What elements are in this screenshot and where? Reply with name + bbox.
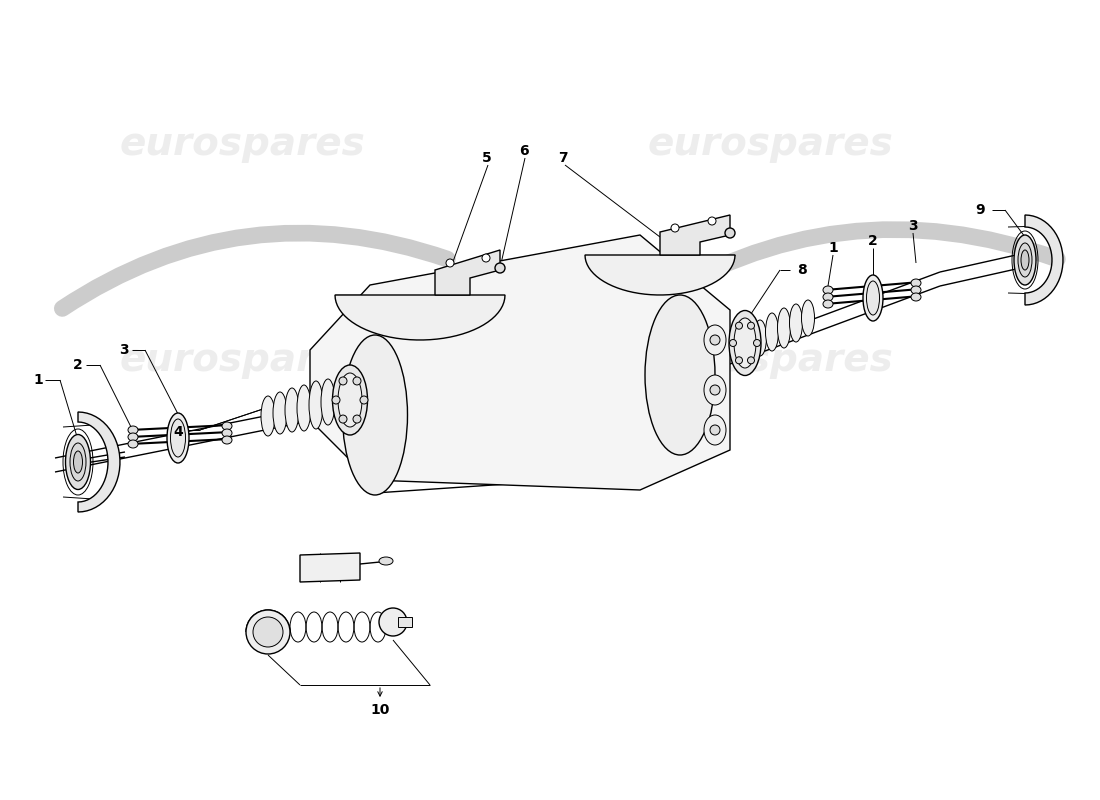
Ellipse shape [1021, 250, 1028, 270]
Ellipse shape [128, 426, 138, 434]
Bar [398, 617, 412, 627]
Ellipse shape [704, 415, 726, 445]
Ellipse shape [222, 422, 232, 430]
Circle shape [725, 228, 735, 238]
Polygon shape [310, 235, 730, 490]
Ellipse shape [1018, 243, 1032, 277]
Polygon shape [78, 412, 120, 512]
Ellipse shape [1014, 235, 1036, 285]
Circle shape [710, 425, 720, 435]
Polygon shape [336, 295, 505, 340]
Circle shape [339, 415, 346, 423]
Ellipse shape [864, 275, 883, 321]
Ellipse shape [911, 286, 921, 294]
Ellipse shape [823, 286, 833, 294]
Ellipse shape [285, 388, 299, 432]
Text: 5: 5 [482, 151, 492, 165]
Text: 10: 10 [371, 703, 389, 717]
Text: 8: 8 [798, 263, 806, 277]
Text: eurospares: eurospares [119, 341, 365, 379]
Text: 7: 7 [558, 151, 568, 165]
Circle shape [379, 608, 407, 636]
Ellipse shape [867, 281, 880, 315]
Text: 3: 3 [909, 219, 917, 233]
Circle shape [710, 385, 720, 395]
Ellipse shape [911, 279, 921, 287]
Text: 1: 1 [828, 241, 838, 255]
Text: 9: 9 [976, 203, 984, 217]
Polygon shape [300, 553, 360, 582]
Text: 3: 3 [119, 343, 129, 357]
Ellipse shape [338, 373, 362, 427]
Ellipse shape [332, 365, 367, 435]
Ellipse shape [222, 429, 232, 437]
Circle shape [671, 224, 679, 232]
Ellipse shape [167, 413, 189, 463]
Circle shape [482, 254, 490, 262]
Ellipse shape [823, 300, 833, 308]
Ellipse shape [729, 310, 761, 375]
Ellipse shape [778, 308, 791, 348]
Circle shape [253, 617, 283, 647]
Ellipse shape [342, 335, 407, 495]
Circle shape [353, 415, 361, 423]
Ellipse shape [823, 293, 833, 301]
Ellipse shape [273, 392, 287, 434]
Ellipse shape [297, 385, 311, 431]
Circle shape [360, 396, 368, 404]
Ellipse shape [766, 313, 779, 351]
Polygon shape [1025, 215, 1063, 305]
Text: 6: 6 [519, 144, 529, 158]
Text: eurospares: eurospares [647, 125, 893, 163]
Ellipse shape [911, 293, 921, 301]
Ellipse shape [128, 440, 138, 448]
Ellipse shape [645, 295, 715, 455]
Ellipse shape [66, 434, 90, 490]
Circle shape [710, 335, 720, 345]
Ellipse shape [70, 443, 86, 481]
Ellipse shape [309, 381, 323, 429]
Ellipse shape [74, 451, 82, 473]
Polygon shape [434, 250, 500, 295]
Ellipse shape [261, 396, 275, 436]
Ellipse shape [790, 304, 803, 342]
Circle shape [748, 357, 755, 364]
Circle shape [748, 322, 755, 329]
Circle shape [708, 217, 716, 225]
Circle shape [353, 377, 361, 385]
Ellipse shape [704, 325, 726, 355]
Ellipse shape [734, 318, 756, 368]
Text: eurospares: eurospares [647, 341, 893, 379]
Circle shape [339, 377, 346, 385]
Polygon shape [660, 215, 730, 255]
Circle shape [736, 322, 743, 329]
Ellipse shape [379, 557, 393, 565]
Polygon shape [585, 255, 735, 295]
Circle shape [729, 339, 737, 346]
Ellipse shape [802, 300, 814, 336]
Text: 4: 4 [173, 425, 183, 439]
Circle shape [246, 610, 290, 654]
Circle shape [736, 357, 743, 364]
Ellipse shape [321, 379, 336, 425]
Ellipse shape [170, 419, 186, 457]
Circle shape [754, 339, 760, 346]
Ellipse shape [222, 436, 232, 444]
Ellipse shape [399, 618, 411, 626]
Ellipse shape [128, 433, 138, 441]
Text: eurospares: eurospares [119, 125, 365, 163]
Ellipse shape [754, 320, 767, 356]
Circle shape [495, 263, 505, 273]
Circle shape [446, 259, 454, 267]
Text: 2: 2 [868, 234, 878, 248]
Ellipse shape [704, 375, 726, 405]
Text: 2: 2 [73, 358, 82, 372]
Text: 1: 1 [33, 373, 43, 387]
Circle shape [332, 396, 340, 404]
